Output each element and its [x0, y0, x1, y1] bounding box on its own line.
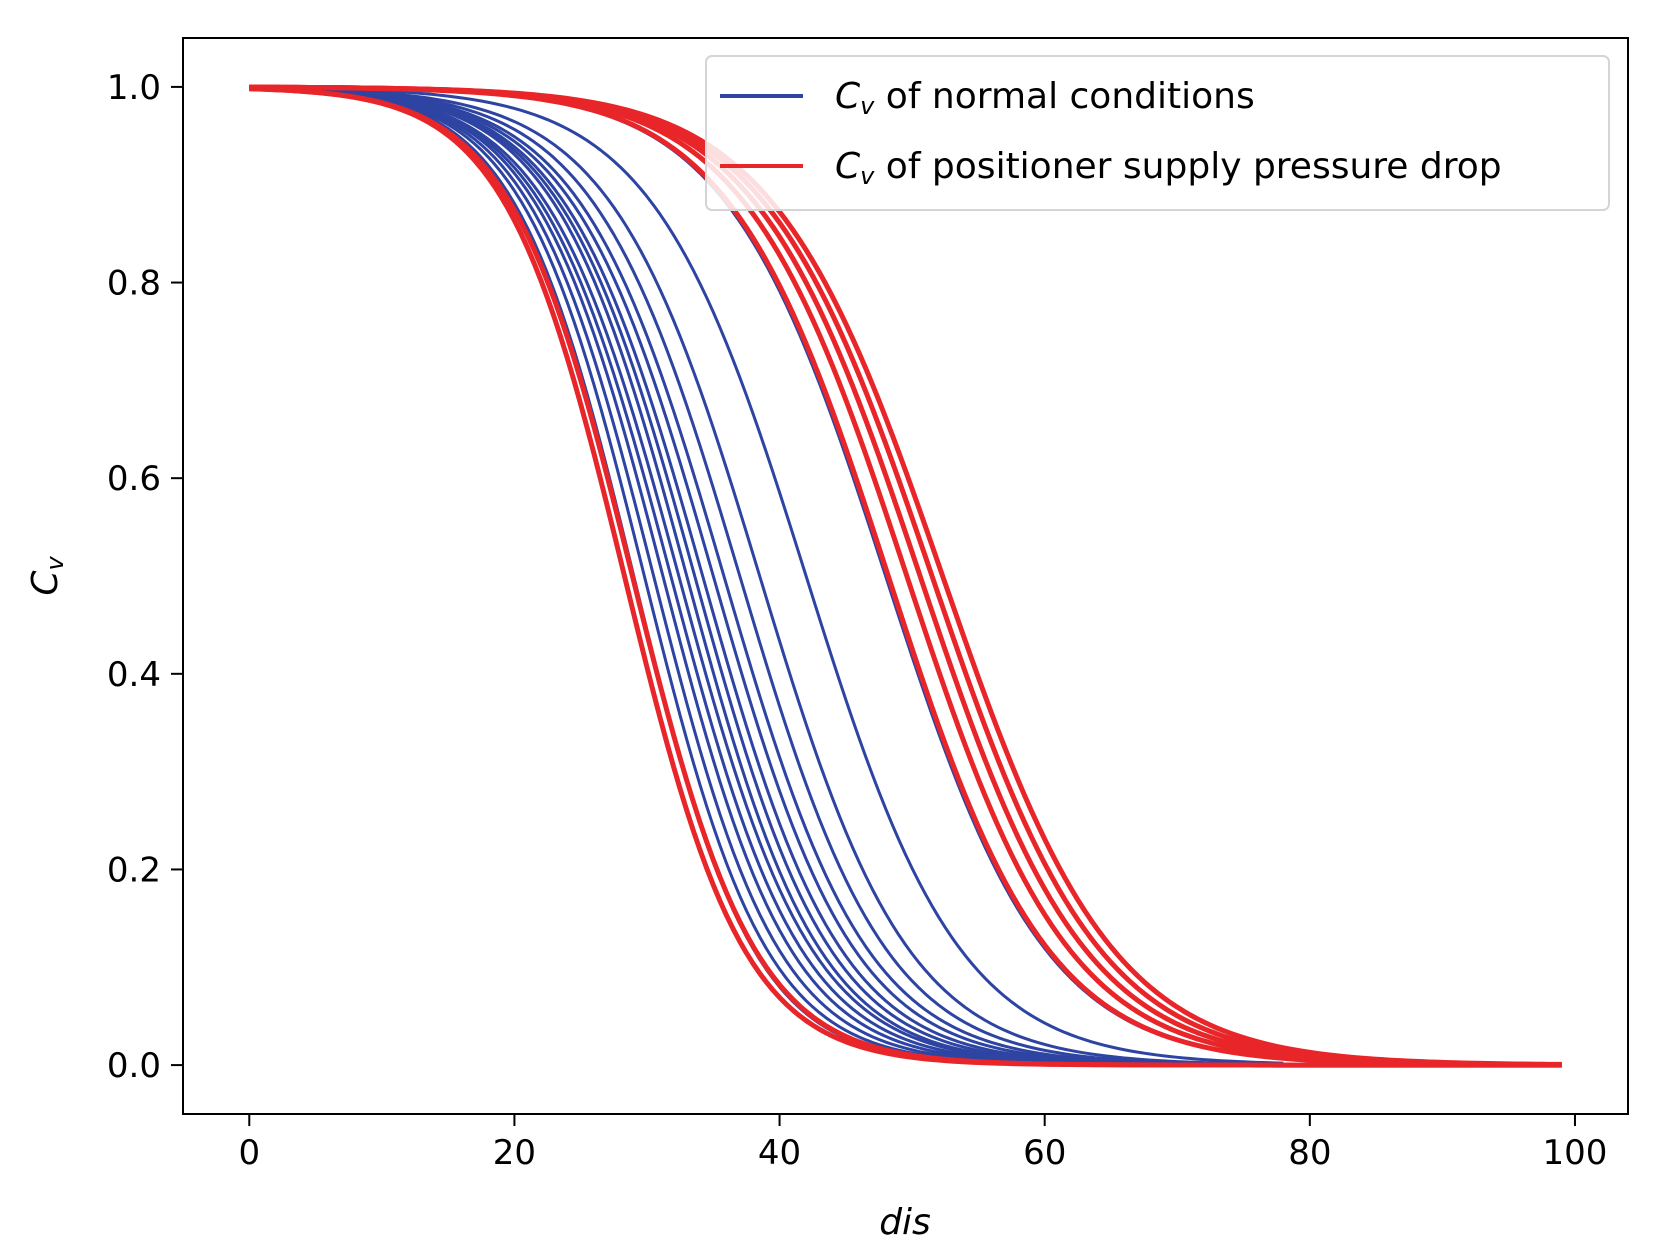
legend-label-pressure-drop: Cv of positioner supply pressure drop	[835, 146, 1502, 190]
pressure-drop-curve-7	[249, 84, 1562, 1067]
normal-curve-11	[249, 86, 1231, 1066]
plot-curves	[249, 84, 1562, 1068]
y-tick-label: 0.0	[107, 1046, 161, 1086]
normal-curve-13	[249, 86, 1257, 1066]
x-tick-label: 20	[493, 1133, 536, 1173]
y-tick-label: 0.6	[107, 459, 161, 499]
plot-frame	[182, 37, 1629, 1115]
y-tick-label: 0.4	[107, 655, 161, 695]
normal-curve-14	[249, 86, 1284, 1065]
x-tick-label: 80	[1288, 1133, 1331, 1173]
x-tick-label: 60	[1023, 1133, 1066, 1173]
legend: Cv of normal conditions Cv of positioner…	[705, 55, 1610, 211]
legend-box	[705, 55, 1610, 211]
y-axis-ticks: 0.0 0.2 0.4 0.6 0.8 1.0	[107, 68, 183, 1086]
normal-curve-12	[249, 86, 1244, 1066]
legend-label-normal: Cv of normal conditions	[835, 76, 1255, 120]
y-tick-label: 0.8	[107, 264, 161, 304]
pressure-drop-curve-2	[249, 86, 1562, 1068]
y-axis-label: Cv	[25, 556, 69, 596]
x-tick-label: 0	[238, 1133, 260, 1173]
x-tick-label: 40	[758, 1133, 801, 1173]
x-axis-label: dis	[879, 1202, 931, 1243]
y-tick-label: 1.0	[107, 68, 161, 108]
y-tick-label: 0.2	[107, 850, 161, 890]
x-axis-ticks: 0 20 40 60 80 100	[238, 1114, 1607, 1173]
x-tick-label: 100	[1543, 1133, 1608, 1173]
